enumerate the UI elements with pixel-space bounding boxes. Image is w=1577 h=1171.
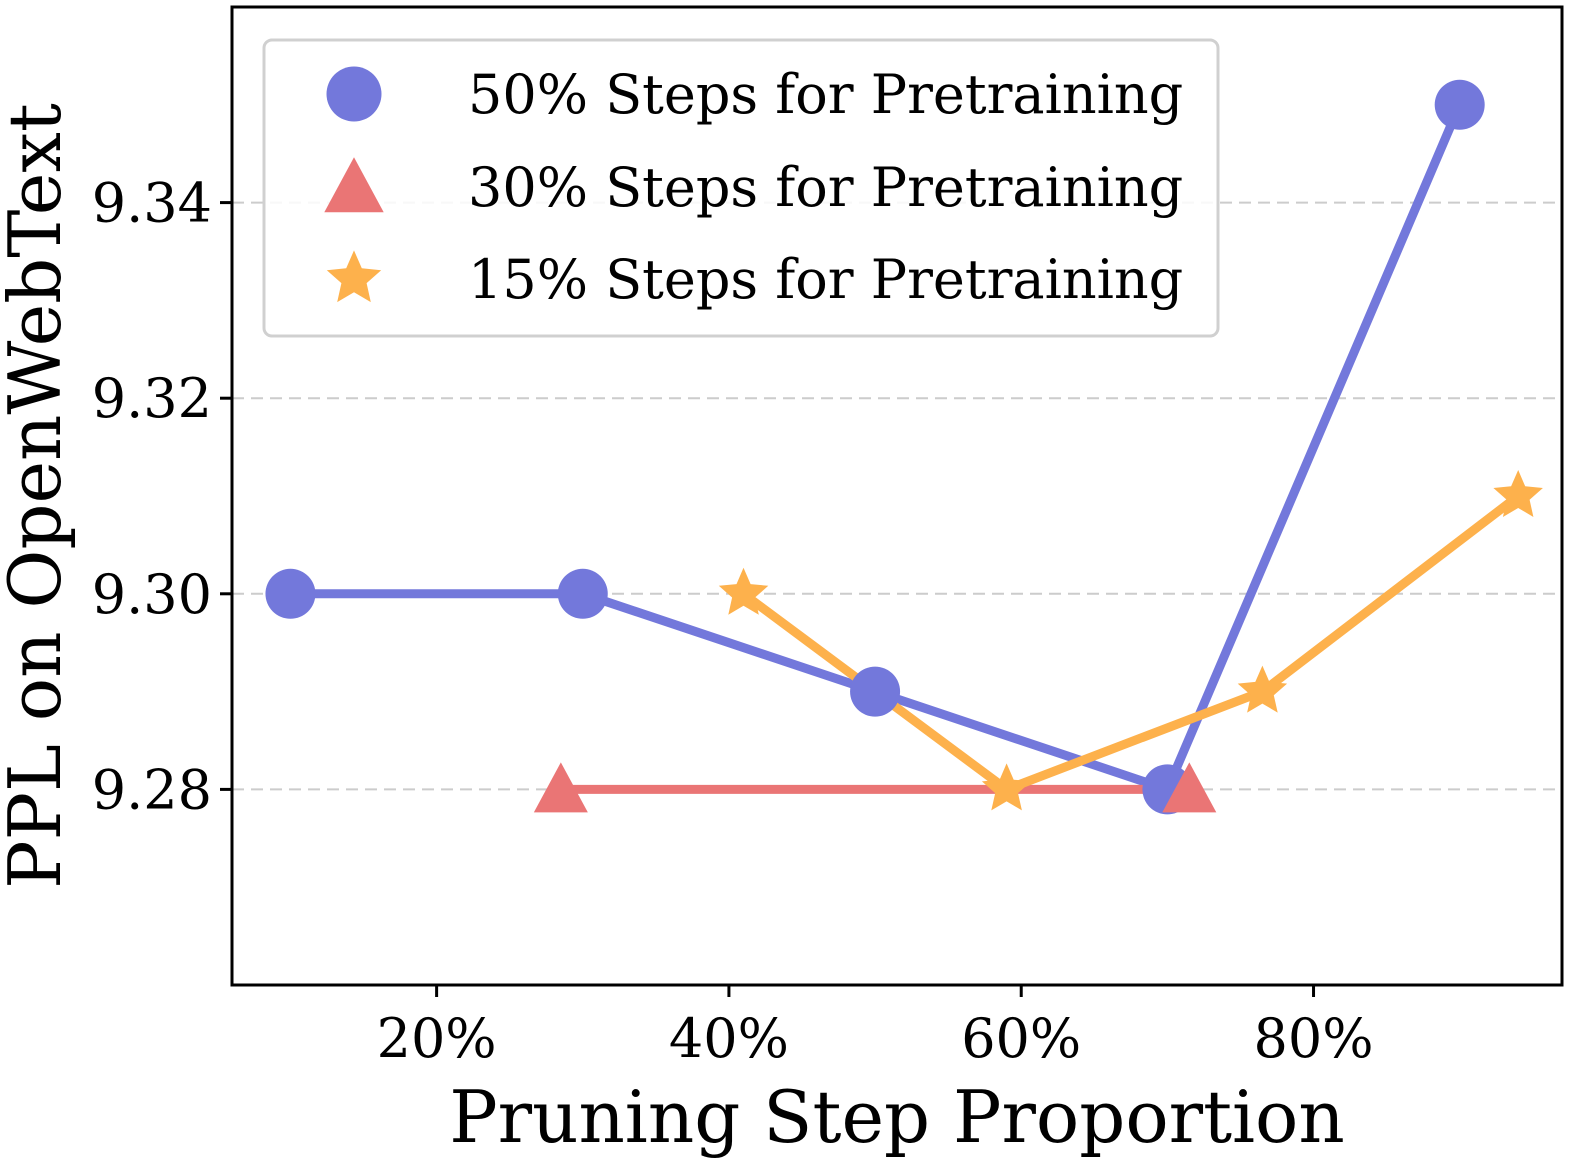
data-point-triangle [1162, 762, 1217, 813]
data-point-circle [850, 666, 901, 717]
legend-box [262, 38, 1220, 338]
legend-label: 15% Steps for Pretraining [468, 248, 1183, 311]
data-point-star [981, 763, 1032, 811]
data-point-triangle [533, 762, 588, 813]
legend-label: 50% Steps for Pretraining [468, 63, 1183, 126]
data-point-circle [557, 568, 608, 619]
y-tick-label: 9.28 [92, 758, 212, 821]
data-point-star [718, 567, 769, 615]
y-tick-label: 9.30 [92, 563, 212, 626]
legend-triangle-icon [324, 157, 384, 213]
y-axis-ticks: 9.28 9.30 9.32 9.34 [92, 172, 232, 821]
y-tick-label: 9.32 [92, 367, 212, 430]
plot-frame [230, 5, 1564, 987]
data-point-circle [1434, 79, 1485, 130]
legend-label: 30% Steps for Pretraining [468, 156, 1183, 219]
y-tick-label: 9.34 [92, 172, 212, 235]
data-point-circle [265, 568, 316, 619]
y-axis-title: PPL on OpenWebText [0, 103, 77, 889]
x-tick-label: 20% [377, 1007, 497, 1070]
legend-circle-icon [326, 66, 382, 122]
series-markers [265, 79, 1543, 815]
x-tick-label: 60% [961, 1007, 1081, 1070]
series-line-3 [739, 491, 1523, 794]
x-tick-label: 80% [1254, 1007, 1374, 1070]
legend-star-icon [326, 250, 382, 303]
legend: 50% Steps for Pretraining 30% Steps for P… [262, 38, 1220, 338]
x-tick-label: 40% [669, 1007, 789, 1070]
data-point-star [1493, 470, 1543, 517]
data-point-star [1237, 665, 1288, 713]
x-axis-ticks: 20% 40% 60% 80% [377, 985, 1374, 1070]
x-axis-title: Pruning Step Proportion [449, 1075, 1345, 1159]
